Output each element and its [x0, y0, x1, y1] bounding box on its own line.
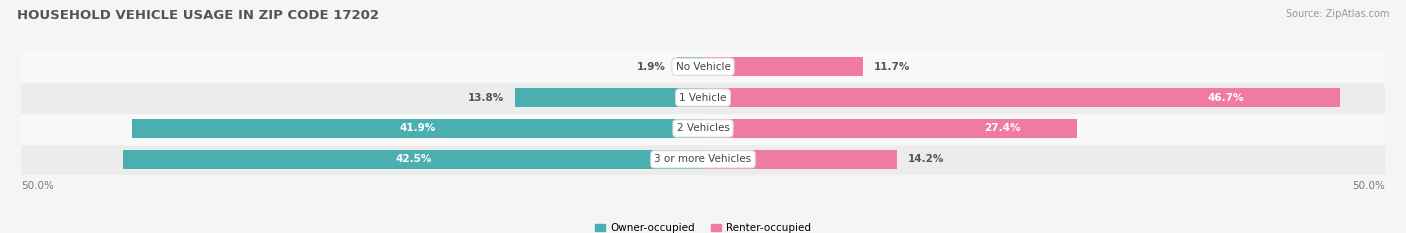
Text: 50.0%: 50.0%: [1353, 181, 1385, 191]
Text: 13.8%: 13.8%: [468, 93, 503, 103]
Text: 50.0%: 50.0%: [21, 181, 53, 191]
Text: 3 or more Vehicles: 3 or more Vehicles: [654, 154, 752, 164]
Text: 42.5%: 42.5%: [395, 154, 432, 164]
Text: 27.4%: 27.4%: [984, 123, 1021, 134]
Bar: [515, 88, 703, 107]
Text: No Vehicle: No Vehicle: [675, 62, 731, 72]
Bar: [21, 144, 1385, 175]
Bar: [21, 82, 1385, 113]
Legend: Owner-occupied, Renter-occupied: Owner-occupied, Renter-occupied: [591, 219, 815, 233]
Bar: [132, 119, 703, 138]
Text: Source: ZipAtlas.com: Source: ZipAtlas.com: [1285, 9, 1389, 19]
Text: 2 Vehicles: 2 Vehicles: [676, 123, 730, 134]
Text: 1.9%: 1.9%: [637, 62, 666, 72]
Bar: [678, 57, 703, 76]
Bar: [703, 119, 1077, 138]
Text: 41.9%: 41.9%: [399, 123, 436, 134]
Text: 46.7%: 46.7%: [1208, 93, 1244, 103]
Text: 1 Vehicle: 1 Vehicle: [679, 93, 727, 103]
Text: 14.2%: 14.2%: [908, 154, 943, 164]
Bar: [703, 150, 897, 169]
Bar: [703, 88, 1340, 107]
Text: 11.7%: 11.7%: [873, 62, 910, 72]
Text: HOUSEHOLD VEHICLE USAGE IN ZIP CODE 17202: HOUSEHOLD VEHICLE USAGE IN ZIP CODE 1720…: [17, 9, 378, 22]
Bar: [21, 113, 1385, 144]
Bar: [703, 57, 862, 76]
Bar: [21, 51, 1385, 82]
Bar: [124, 150, 703, 169]
